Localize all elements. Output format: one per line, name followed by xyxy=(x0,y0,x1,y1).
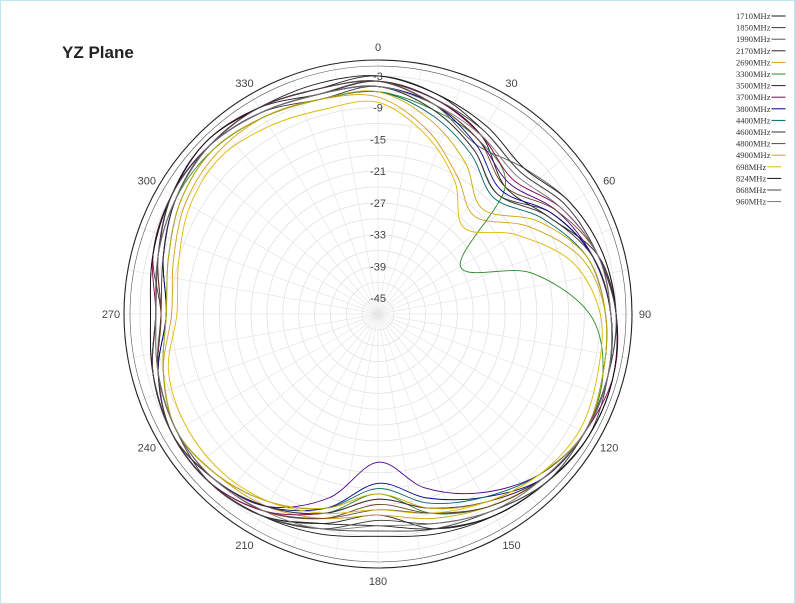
angle-tick-label: 90 xyxy=(639,309,651,321)
angle-tick-label: 270 xyxy=(102,309,120,321)
angle-tick-label: 330 xyxy=(235,78,253,90)
legend-label: 3300MHz xyxy=(736,69,771,79)
grid-spoke xyxy=(377,313,617,402)
angle-tick-label: 60 xyxy=(603,176,615,188)
angle-tick-label: 120 xyxy=(600,443,618,455)
radial-tick-label: -3 xyxy=(373,71,383,83)
radial-tick-label: -21 xyxy=(370,166,386,178)
radial-tick-label: -45 xyxy=(370,293,386,305)
grid-spoke xyxy=(214,119,379,315)
grid-spoke xyxy=(377,63,423,315)
angle-tick-label: 300 xyxy=(138,176,156,188)
chart-title: YZ Plane xyxy=(62,43,134,62)
grid-spoke xyxy=(333,313,379,565)
legend-label: 960MHz xyxy=(736,197,766,207)
grid-spoke xyxy=(139,313,379,402)
grid-spoke xyxy=(290,75,379,315)
grid-spoke xyxy=(377,313,542,509)
series-layer xyxy=(149,75,619,537)
angle-tick-label: 210 xyxy=(235,540,253,552)
radial-tick-label: -27 xyxy=(370,198,386,210)
radial-tick-label: -39 xyxy=(370,261,386,273)
legend-label: 4600MHz xyxy=(736,127,771,137)
legend-label: 2690MHz xyxy=(736,57,771,67)
grid-spoke xyxy=(183,150,379,315)
legend-label: 4900MHz xyxy=(736,150,771,160)
grid-spoke xyxy=(377,313,629,359)
grid-spoke xyxy=(183,313,379,478)
grid-spoke xyxy=(157,186,379,315)
inner-ring xyxy=(129,65,627,563)
legend-label: 1850MHz xyxy=(736,23,771,33)
angle-tick-label: 30 xyxy=(505,78,517,90)
angle-tick-label: 150 xyxy=(502,540,520,552)
grid-spoke xyxy=(214,313,379,509)
grid-spoke xyxy=(250,313,379,535)
angle-tick-label: 240 xyxy=(138,443,156,455)
grid-spoke xyxy=(377,226,617,315)
legend-label: 4400MHz xyxy=(736,115,771,125)
legend-label: 868MHz xyxy=(736,185,766,195)
series-line-16 xyxy=(155,85,613,530)
grid-spoke xyxy=(377,269,629,315)
legend-label: 698MHz xyxy=(736,162,766,172)
grid-spoke xyxy=(127,269,379,315)
legend-label: 1990MHz xyxy=(736,34,771,44)
legend-label: 824MHz xyxy=(736,173,766,183)
grid-spoke xyxy=(377,313,423,565)
legend-label: 2170MHz xyxy=(736,46,771,56)
legend-label: 3700MHz xyxy=(736,92,771,102)
series-line-15 xyxy=(151,80,617,532)
radial-tick-label: -15 xyxy=(370,134,386,146)
outer-ring xyxy=(123,59,633,569)
radial-tick-label: -9 xyxy=(373,103,383,115)
grid-spoke xyxy=(290,313,379,553)
legend-label: 4800MHz xyxy=(736,139,771,149)
angle-tick-label: 180 xyxy=(369,576,387,588)
grid-spoke xyxy=(377,119,542,315)
series-line-12 xyxy=(162,90,608,510)
grid-spoke xyxy=(377,313,573,478)
radial-tick-label: -33 xyxy=(370,230,386,242)
angle-tick-label: 0 xyxy=(375,42,381,54)
axis-labels: 0 30 60 90 120 150 180 210 240 270 300 330 -3 -9 -15 -2… xyxy=(102,42,651,588)
series-line-13 xyxy=(167,100,603,515)
grid-spoke xyxy=(250,93,379,315)
series-line-4 xyxy=(162,94,608,520)
legend-label: 1710MHz xyxy=(736,11,771,21)
legend-label: 3500MHz xyxy=(736,81,771,91)
grid-spoke xyxy=(157,313,379,442)
legend-label: 3800MHz xyxy=(736,104,771,114)
grid-spoke xyxy=(377,313,599,442)
grid-spoke xyxy=(139,226,379,315)
